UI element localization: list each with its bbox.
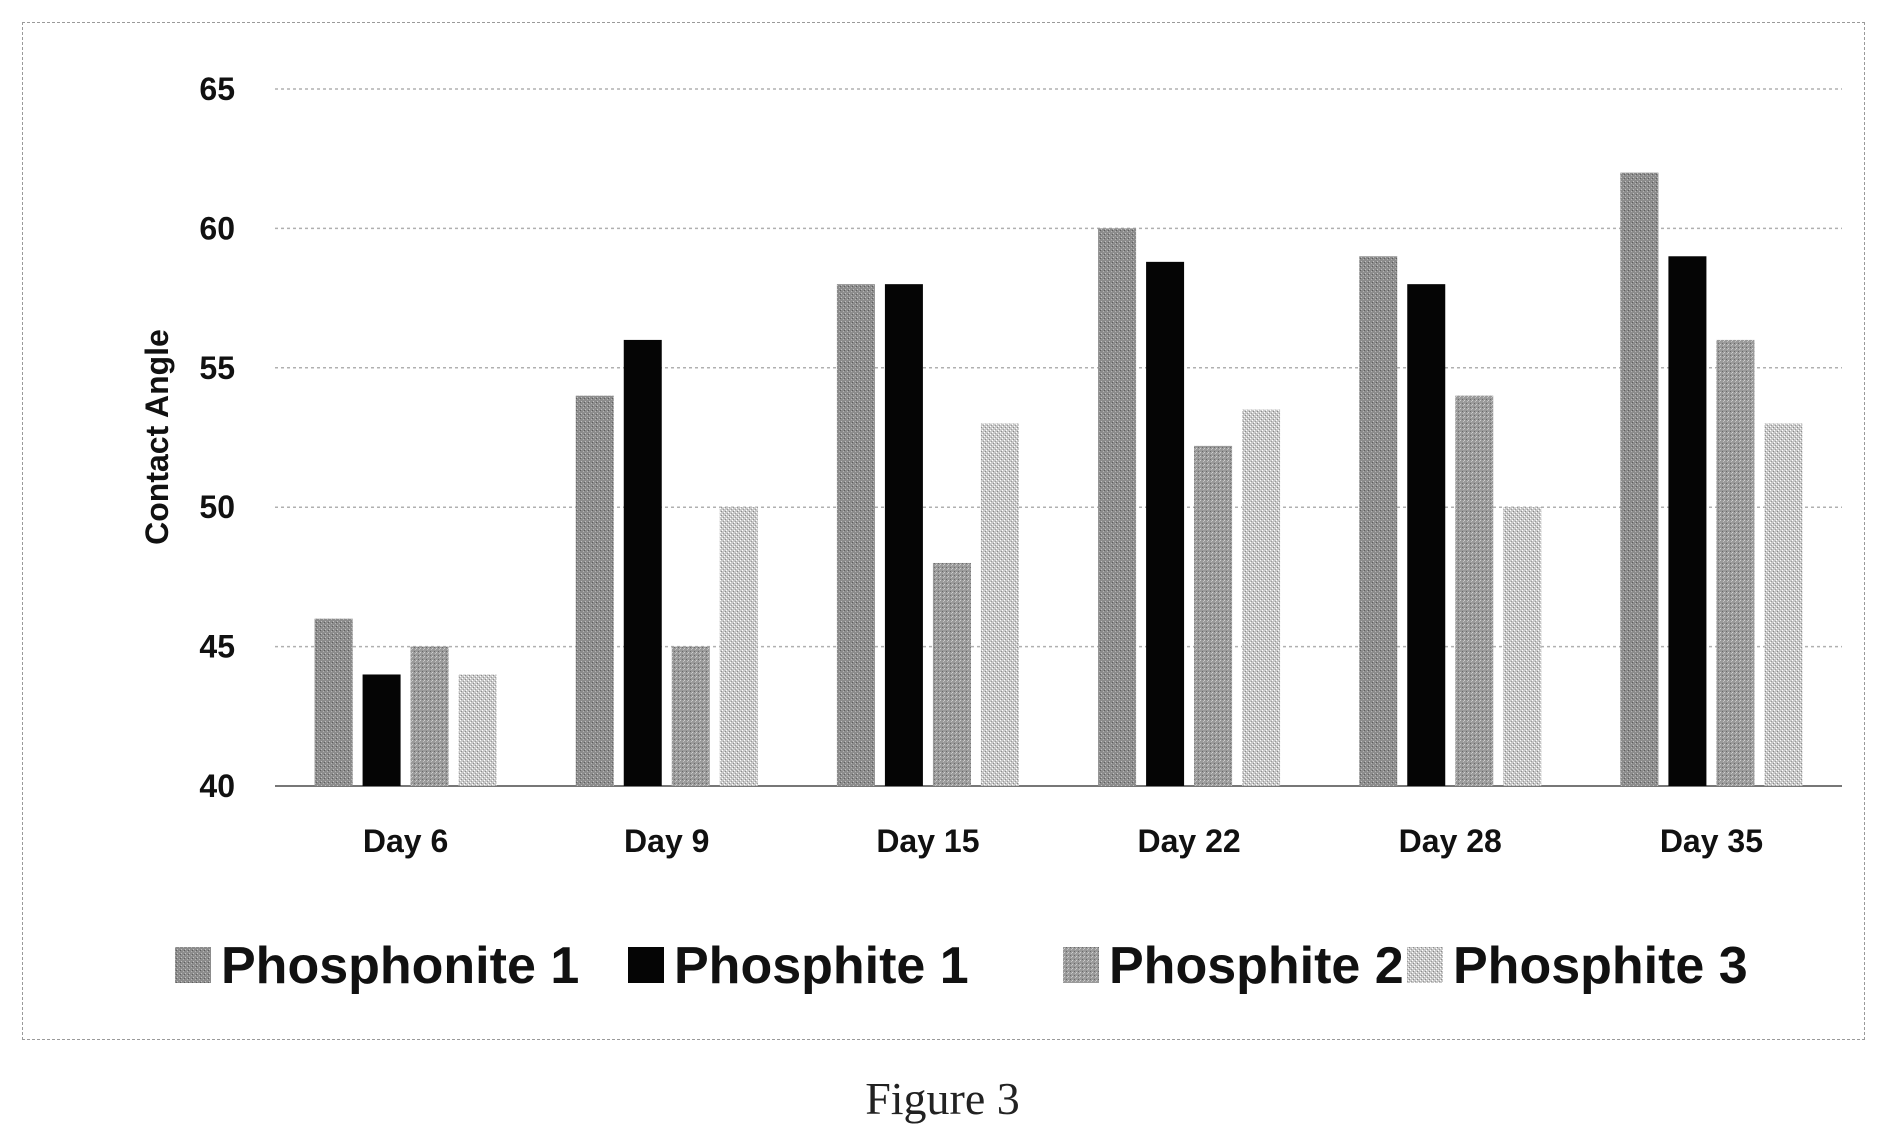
x-tick-label-day-28: Day 28 [1399, 823, 1502, 859]
y-tick-label-45: 45 [199, 629, 235, 665]
y-tick-label-40: 40 [199, 768, 235, 804]
bar-phosphite-2-day-6 [410, 646, 449, 786]
bar-phosphite-1-day-9 [623, 339, 662, 786]
y-tick-label-55: 55 [199, 350, 235, 386]
bar-phosphite-3-day-6 [458, 674, 497, 786]
bar-phosphonite-1-day-35 [1620, 172, 1659, 786]
legend-swatch-phosphite-3 [1407, 947, 1443, 983]
bar-phosphonite-1-day-28 [1359, 256, 1398, 786]
bar-phosphite-2-day-35 [1716, 339, 1755, 786]
bar-phosphite-3-day-22 [1242, 409, 1281, 786]
legend-label-phosphite-1: Phosphite 1 [674, 937, 969, 995]
bar-phosphonite-1-day-22 [1098, 228, 1137, 786]
chart-frame [22, 22, 1865, 1040]
bar-phosphite-2-day-9 [671, 646, 710, 786]
bar-phosphite-3-day-35 [1764, 423, 1803, 786]
legend-swatch-phosphonite-1 [175, 947, 211, 983]
y-tick-label-60: 60 [199, 210, 235, 246]
bar-phosphonite-1-day-15 [836, 284, 875, 786]
bar-phosphite-1-day-6 [362, 674, 401, 786]
y-axis-ticks: 40 45 50 55 60 65 [199, 71, 235, 804]
bars [314, 172, 1803, 787]
bar-phosphite-1-day-35 [1668, 256, 1707, 786]
legend-swatch-phosphite-1 [628, 947, 664, 983]
x-axis-ticks: Day 6 Day 9 Day 15 Day 22 Day 28 Day 35 [363, 823, 1763, 859]
legend-label-phosphite-3: Phosphite 3 [1453, 937, 1748, 995]
legend-swatch-phosphite-2 [1063, 947, 1099, 983]
y-axis-title: Contact Angle [139, 329, 175, 545]
bar-phosphite-3-day-15 [980, 423, 1019, 786]
bar-phosphite-1-day-28 [1407, 284, 1446, 786]
bar-phosphite-1-day-22 [1146, 261, 1185, 787]
bar-phosphite-2-day-15 [932, 562, 971, 786]
figure-caption: Figure 3 [865, 1073, 1020, 1124]
gridlines [275, 88, 1842, 787]
bar-phosphonite-1-day-6 [314, 618, 353, 786]
bar-phosphite-3-day-28 [1503, 507, 1542, 786]
bar-phosphite-3-day-9 [719, 507, 758, 786]
bar-phosphonite-1-day-9 [575, 395, 614, 786]
x-tick-label-day-6: Day 6 [363, 823, 448, 859]
x-tick-label-day-35: Day 35 [1660, 823, 1763, 859]
bar-phosphite-2-day-28 [1455, 395, 1494, 786]
y-tick-label-65: 65 [199, 71, 235, 107]
x-tick-label-day-22: Day 22 [1137, 823, 1240, 859]
bar-phosphite-2-day-22 [1194, 445, 1233, 786]
bar-phosphite-1-day-15 [884, 284, 923, 786]
legend-label-phosphite-2: Phosphite 2 [1109, 937, 1404, 995]
legend-label-phosphonite-1: Phosphonite 1 [221, 937, 579, 995]
x-tick-label-day-9: Day 9 [624, 823, 709, 859]
y-tick-label-50: 50 [199, 489, 235, 525]
x-tick-label-day-15: Day 15 [876, 823, 979, 859]
legend: Phosphonite 1 Phosphite 1 Phosphite 2 Phosp… [175, 937, 1748, 995]
